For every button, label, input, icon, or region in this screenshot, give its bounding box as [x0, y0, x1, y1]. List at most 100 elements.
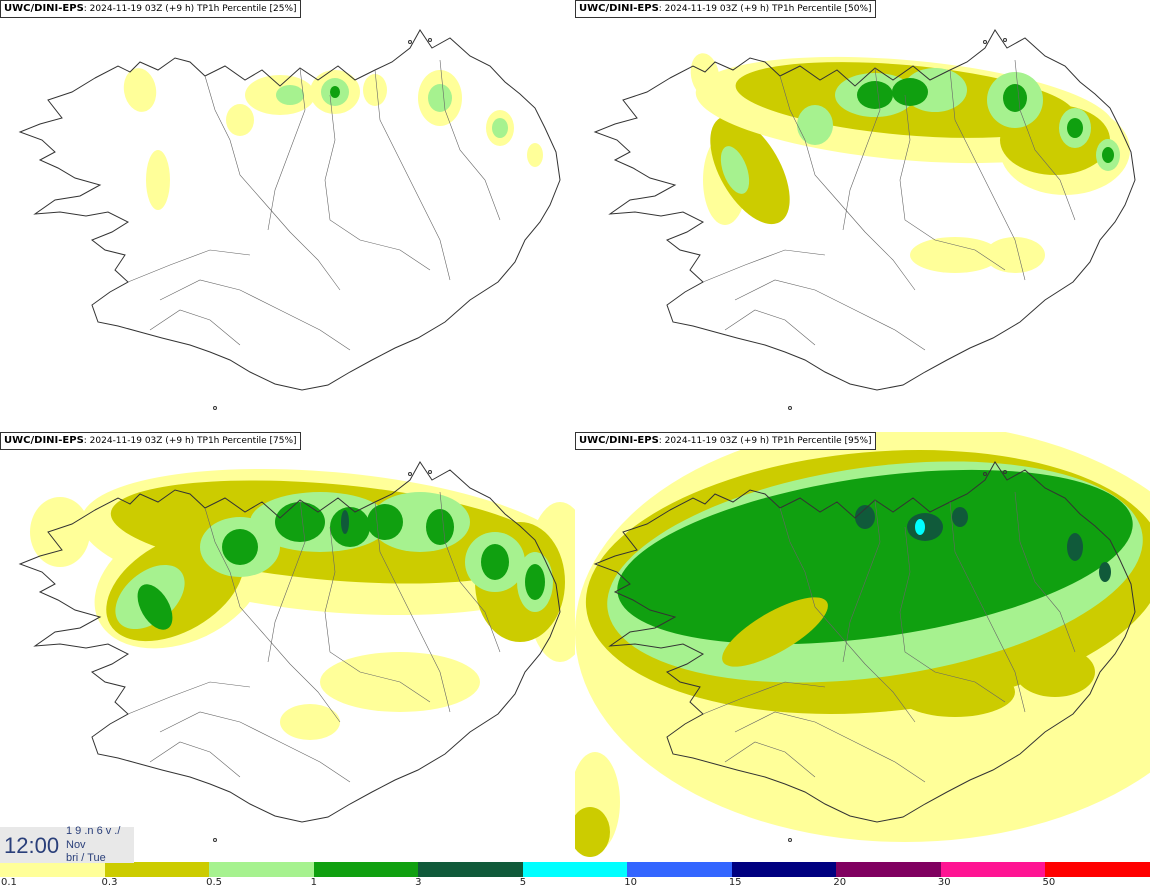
valid-month: Nov [66, 839, 86, 851]
precipitation-area [797, 105, 833, 145]
road-line [949, 69, 1026, 281]
map-panel-95: UWC/DINI-EPS: 2024-11-19 03Z (+9 h) TP1h… [575, 432, 1150, 862]
road-line [734, 279, 926, 351]
road-line [149, 309, 241, 346]
coastline [18, 461, 561, 823]
precipitation-layer [575, 432, 1150, 857]
precipitation-area [137, 584, 173, 630]
island [788, 838, 792, 842]
precipitation-area [575, 807, 610, 857]
coastline [593, 29, 1136, 391]
road-line [374, 501, 451, 713]
road-line [439, 59, 501, 221]
precipitation-area [892, 78, 928, 106]
road-line [267, 499, 306, 663]
precipitation-area [363, 74, 387, 106]
precipitation-area [222, 529, 258, 565]
precipitation-area [341, 510, 349, 534]
coastline [18, 29, 561, 391]
scale-swatch [940, 862, 1046, 877]
island [1003, 470, 1007, 474]
precipitation-area [720, 146, 750, 194]
road-line [702, 249, 826, 283]
road-line [149, 741, 241, 778]
road-line [159, 711, 351, 783]
precipitation-area [855, 505, 875, 529]
scale-tick-label: 20 [833, 877, 847, 888]
scale-tick-label: 1 [310, 877, 317, 888]
road-line [204, 75, 341, 291]
island [408, 40, 412, 44]
precipitation-area [1099, 562, 1111, 582]
panel-title: UWC/DINI-EPS: 2024-11-19 03Z (+9 h) TP1h… [575, 0, 876, 18]
precipitation-area [1067, 118, 1083, 138]
road-line [1014, 59, 1076, 221]
island [983, 40, 987, 44]
precipitation-area [617, 469, 1133, 645]
iceland-map [18, 461, 575, 842]
scale-swatch [209, 862, 314, 877]
valid-time-clock: 12:00 [4, 833, 60, 858]
road-line [127, 681, 251, 715]
precipitation-area [330, 86, 340, 98]
valid-time-box: 12:00 1 9 .n 6 v ./ Nov bri / Tue [0, 825, 134, 864]
coastline [593, 461, 1136, 823]
scale-tick-label: 3 [415, 877, 422, 888]
scale-swatch [0, 862, 105, 877]
road-line [159, 279, 351, 351]
island [983, 472, 987, 476]
scale-swatch [522, 862, 628, 877]
precipitation-layer [690, 53, 1130, 273]
road-line [779, 507, 916, 723]
model-name: UWC/DINI-EPS [579, 435, 659, 446]
panel-title: UWC/DINI-EPS: 2024-11-19 03Z (+9 h) TP1h… [0, 0, 301, 18]
precipitation-area [1067, 533, 1083, 561]
scale-tick-label: 15 [728, 877, 742, 888]
precipitation-area [275, 502, 325, 542]
road-line [702, 681, 826, 715]
scale-tick-label: 10 [624, 877, 637, 888]
road-line [324, 94, 431, 271]
precipitation-area [952, 507, 968, 527]
panel-title: UWC/DINI-EPS: 2024-11-19 03Z (+9 h) TP1h… [0, 432, 301, 450]
scale-tick-label: 30 [937, 877, 951, 888]
road-line [734, 711, 926, 783]
model-name: UWC/DINI-EPS [4, 3, 84, 14]
precipitation-area [123, 68, 157, 112]
precipitation-area [481, 544, 509, 580]
precipitation-layer [123, 68, 543, 210]
precipitation-layer [30, 468, 575, 740]
road-line [899, 526, 1006, 703]
map-panel-25: UWC/DINI-EPS: 2024-11-19 03Z (+9 h) TP1h… [0, 0, 575, 430]
precipitation-area [276, 85, 304, 105]
scale-tick-labels: 0.1 0.3 0.5 1 3 5 10 15 20 30 50 [0, 877, 1150, 891]
valid-weekday: bri / Tue [66, 852, 106, 864]
island [213, 838, 217, 842]
road-line [127, 249, 251, 283]
precipitation-area [1102, 147, 1114, 163]
road-line [204, 507, 341, 723]
precipitation-area [857, 81, 893, 109]
precipitation-area [895, 667, 1015, 717]
precipitation-area [985, 237, 1045, 273]
run-info: : 2024-11-19 03Z (+9 h) TP1h Percentile … [658, 4, 872, 14]
precipitation-area [146, 150, 170, 210]
scale-swatch [104, 862, 210, 877]
island [213, 406, 217, 410]
island [428, 38, 432, 42]
scale-tick-label: 0.3 [101, 877, 118, 888]
precipitation-color-scale [0, 862, 1150, 877]
island [788, 406, 792, 410]
precipitation-area [722, 597, 828, 667]
model-name: UWC/DINI-EPS [4, 435, 84, 446]
precipitation-area [1015, 647, 1095, 697]
road-line [842, 67, 881, 231]
precipitation-area [428, 84, 452, 112]
road-line [724, 309, 816, 346]
road-line [779, 75, 916, 291]
road-line [949, 501, 1026, 713]
scale-swatch [418, 862, 523, 877]
precipitation-area [330, 507, 370, 547]
island [428, 470, 432, 474]
panel-title: UWC/DINI-EPS: 2024-11-19 03Z (+9 h) TP1h… [575, 432, 876, 450]
